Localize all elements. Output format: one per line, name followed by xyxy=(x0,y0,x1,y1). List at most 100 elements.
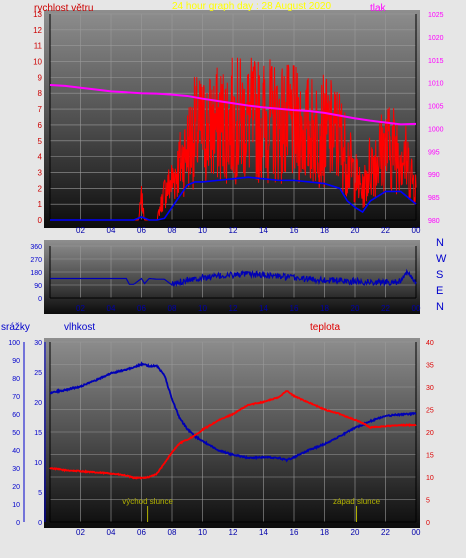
top-time-tick-label: 08 xyxy=(168,226,177,235)
temperature-tick-label: 25 xyxy=(426,408,434,415)
top-time-tick-label: 18 xyxy=(320,226,329,235)
pressure-line xyxy=(49,83,417,126)
wind-tick-label: 8 xyxy=(38,89,43,98)
humidity-tick-label: 25 xyxy=(34,370,42,377)
direction-tick-label: 360 xyxy=(30,244,42,251)
compass-tick-label: N xyxy=(436,301,444,313)
pressure-tick-label: 1025 xyxy=(428,12,444,19)
top-time-tick-label: 22 xyxy=(381,226,390,235)
pressure-tick-label: 1010 xyxy=(428,81,444,88)
temperature-line xyxy=(49,390,417,480)
direction-tick-label: 180 xyxy=(30,270,42,277)
rain-label: srážky xyxy=(1,322,30,333)
mid-time-tick-label: 08 xyxy=(168,304,177,313)
wind-tick-label: 2 xyxy=(38,184,43,193)
wind-tick-label: 10 xyxy=(33,58,42,67)
rain-tick-label: 60 xyxy=(12,412,20,419)
rain-tick-label: 70 xyxy=(12,394,20,401)
temperature-tick-label: 10 xyxy=(426,475,434,482)
temperature-label: teplota xyxy=(310,322,340,333)
mid-time-tick-label: 10 xyxy=(198,304,207,313)
pressure-tick-label: 1005 xyxy=(428,104,444,111)
rain-tick-label: 50 xyxy=(12,430,20,437)
pressure-tick-label: 1015 xyxy=(428,58,444,65)
bot-time-tick-label: 12 xyxy=(229,528,238,537)
pressure-tick-label: 1000 xyxy=(428,126,444,133)
top-time-tick-label: 12 xyxy=(229,226,238,235)
rain-tick-label: 90 xyxy=(12,358,20,365)
wind-tick-label: 13 xyxy=(33,10,42,19)
grid-lines xyxy=(50,13,417,523)
temperature-tick-label: 15 xyxy=(426,453,434,460)
bot-time-tick-label: 16 xyxy=(290,528,299,537)
pressure-tick-label: 995 xyxy=(428,149,440,156)
bot-time-tick-label: 00 xyxy=(412,528,421,537)
humidity-label: vlhkost xyxy=(64,322,95,333)
mid-time-tick-label: 14 xyxy=(259,304,268,313)
mid-time-tick-label: 12 xyxy=(229,304,238,313)
wind-tick-label: 1 xyxy=(38,200,43,209)
bot-time-tick-label: 22 xyxy=(381,528,390,537)
top-time-tick-label: 14 xyxy=(259,226,268,235)
rain-tick-label: 0 xyxy=(16,520,20,527)
temperature-tick-label: 30 xyxy=(426,385,434,392)
middle-panel-background xyxy=(44,240,420,314)
sun-mark-label: východ slunce xyxy=(122,497,173,506)
humidity-tick-label: 10 xyxy=(34,460,42,467)
wind-tick-label: 5 xyxy=(38,137,43,146)
compass-tick-label: N xyxy=(436,237,444,249)
pressure-label: tlak xyxy=(370,3,387,14)
pressure-tick-label: 990 xyxy=(428,172,440,179)
mid-time-tick-label: 16 xyxy=(290,304,299,313)
wind-tick-label: 7 xyxy=(38,105,43,114)
wind-direction-line xyxy=(50,268,417,288)
humidity-tick-label: 5 xyxy=(38,490,42,497)
top-time-tick-label: 02 xyxy=(76,226,85,235)
pressure-tick-label: 980 xyxy=(428,218,440,225)
top-time-tick-label: 16 xyxy=(290,226,299,235)
sun-mark-label: západ slunce xyxy=(333,497,381,506)
rain-tick-label: 30 xyxy=(12,466,20,473)
top-time-tick-label: 10 xyxy=(198,226,207,235)
temperature-tick-label: 40 xyxy=(426,340,434,347)
bot-time-tick-label: 06 xyxy=(137,528,146,537)
humidity-line xyxy=(49,361,417,463)
compass-tick-label: S xyxy=(436,269,443,281)
compass-tick-label: W xyxy=(436,253,447,265)
direction-tick-label: 90 xyxy=(34,283,42,290)
temperature-tick-label: 20 xyxy=(426,430,434,437)
direction-tick-label: 270 xyxy=(30,257,42,264)
top-time-tick-label: 00 xyxy=(412,226,421,235)
humidity-tick-label: 0 xyxy=(38,520,42,527)
bot-time-tick-label: 20 xyxy=(351,528,360,537)
temperature-tick-label: 0 xyxy=(426,520,430,527)
wind-average-line xyxy=(50,176,417,221)
mid-time-tick-label: 20 xyxy=(351,304,360,313)
chart-title: 24 hour graph day : 28 August 2020 xyxy=(172,1,331,12)
direction-tick-label: 0 xyxy=(38,296,42,303)
rain-tick-label: 100 xyxy=(8,340,20,347)
mid-time-tick-label: 02 xyxy=(76,304,85,313)
pressure-tick-label: 985 xyxy=(428,195,440,202)
mid-time-tick-label: 06 xyxy=(137,304,146,313)
rain-tick-label: 10 xyxy=(12,502,20,509)
bot-time-tick-label: 02 xyxy=(76,528,85,537)
wind-tick-label: 3 xyxy=(38,168,43,177)
bot-time-tick-label: 08 xyxy=(168,528,177,537)
wind-tick-label: 0 xyxy=(38,216,43,225)
data-series xyxy=(49,57,417,522)
rain-tick-label: 40 xyxy=(12,448,20,455)
bot-time-tick-label: 14 xyxy=(259,528,268,537)
wind-tick-label: 11 xyxy=(34,42,43,51)
top-time-tick-label: 06 xyxy=(137,226,146,235)
wind-tick-label: 12 xyxy=(33,26,42,35)
temperature-tick-label: 5 xyxy=(426,498,430,505)
rain-tick-label: 20 xyxy=(12,484,20,491)
mid-time-tick-label: 22 xyxy=(381,304,390,313)
mid-time-tick-label: 18 xyxy=(320,304,329,313)
temperature-tick-label: 35 xyxy=(426,363,434,370)
bot-time-tick-label: 18 xyxy=(320,528,329,537)
rain-tick-label: 80 xyxy=(12,376,20,383)
